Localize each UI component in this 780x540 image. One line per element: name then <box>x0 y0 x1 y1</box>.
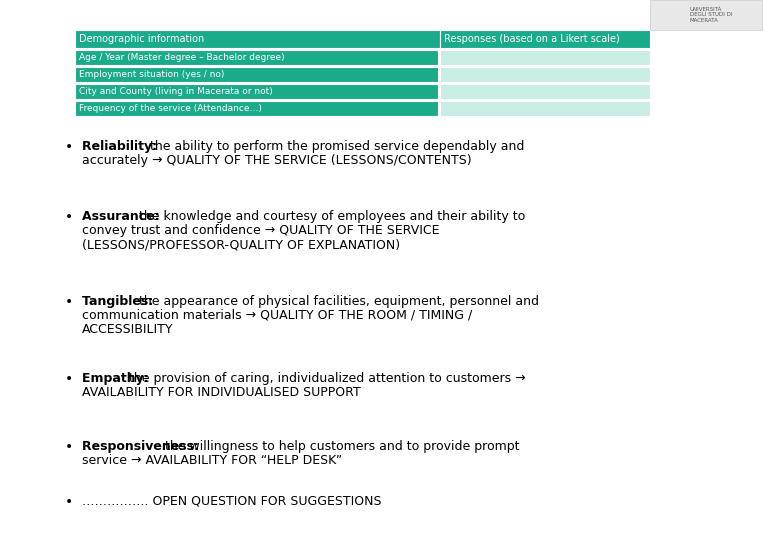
FancyBboxPatch shape <box>75 30 440 48</box>
Text: Frequency of the service (Attendance…): Frequency of the service (Attendance…) <box>79 104 262 113</box>
FancyBboxPatch shape <box>440 101 650 116</box>
Text: the ability to perform the promised service dependably and: the ability to perform the promised serv… <box>150 140 524 153</box>
FancyBboxPatch shape <box>75 50 438 65</box>
Text: •: • <box>65 495 73 509</box>
FancyBboxPatch shape <box>75 67 438 82</box>
Text: City and County (living in Macerata or not): City and County (living in Macerata or n… <box>79 87 273 96</box>
FancyBboxPatch shape <box>440 50 650 65</box>
Text: convey trust and confidence → QUALITY OF THE SERVICE: convey trust and confidence → QUALITY OF… <box>82 224 439 237</box>
Text: ACCESSIBILITY: ACCESSIBILITY <box>82 323 173 336</box>
Text: accurately → QUALITY OF THE SERVICE (LESSONS/CONTENTS): accurately → QUALITY OF THE SERVICE (LES… <box>82 154 472 167</box>
Text: Assurance:: Assurance: <box>82 210 164 223</box>
FancyBboxPatch shape <box>75 101 438 116</box>
Text: Tangibles:: Tangibles: <box>82 295 158 308</box>
Text: •: • <box>65 210 73 224</box>
Text: the appearance of physical facilities, equipment, personnel and: the appearance of physical facilities, e… <box>139 295 539 308</box>
Text: Responses (based on a Likert scale): Responses (based on a Likert scale) <box>444 34 620 44</box>
FancyBboxPatch shape <box>75 84 438 99</box>
Text: the provision of caring, individualized attention to customers →: the provision of caring, individualized … <box>129 372 526 385</box>
Text: •: • <box>65 372 73 386</box>
Text: service → AVAILABILITY FOR “HELP DESK”: service → AVAILABILITY FOR “HELP DESK” <box>82 454 342 467</box>
Text: Responsiveness:: Responsiveness: <box>82 440 204 453</box>
FancyBboxPatch shape <box>440 30 650 48</box>
Text: communication materials → QUALITY OF THE ROOM / TIMING /: communication materials → QUALITY OF THE… <box>82 309 472 322</box>
Text: the willingness to help customers and to provide prompt: the willingness to help customers and to… <box>165 440 519 453</box>
Text: Empathy:: Empathy: <box>82 372 153 385</box>
FancyBboxPatch shape <box>440 84 650 99</box>
Text: •: • <box>65 440 73 454</box>
Text: •: • <box>65 140 73 154</box>
Text: Reliability:: Reliability: <box>82 140 161 153</box>
Text: ……………. OPEN QUESTION FOR SUGGESTIONS: ……………. OPEN QUESTION FOR SUGGESTIONS <box>82 495 381 508</box>
Text: UNIVERSITÀ
DEGLI STUDI DI
MACERATA: UNIVERSITÀ DEGLI STUDI DI MACERATA <box>690 6 732 23</box>
Text: AVAILABILITY FOR INDIVIDUALISED SUPPORT: AVAILABILITY FOR INDIVIDUALISED SUPPORT <box>82 386 360 399</box>
Text: the knowledge and courtesy of employees and their ability to: the knowledge and courtesy of employees … <box>139 210 526 223</box>
Text: Demographic information: Demographic information <box>79 34 204 44</box>
FancyBboxPatch shape <box>440 67 650 82</box>
Text: Age / Year (Master degree – Bachelor degree): Age / Year (Master degree – Bachelor deg… <box>79 53 285 62</box>
FancyBboxPatch shape <box>650 0 762 30</box>
Text: (LESSONS/PROFESSOR-QUALITY OF EXPLANATION): (LESSONS/PROFESSOR-QUALITY OF EXPLANATIO… <box>82 238 400 251</box>
Text: •: • <box>65 295 73 309</box>
Text: Employment situation (yes / no): Employment situation (yes / no) <box>79 70 225 79</box>
